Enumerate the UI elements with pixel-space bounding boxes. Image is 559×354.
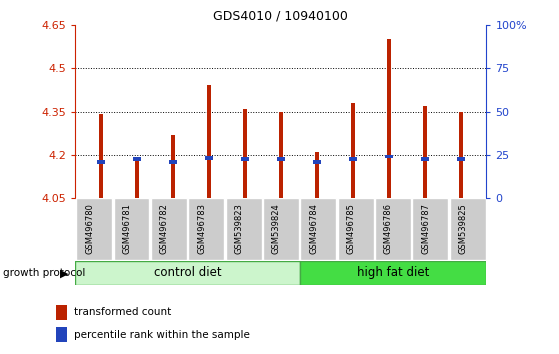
Text: GSM539824: GSM539824 xyxy=(272,203,281,254)
Bar xyxy=(459,112,463,198)
Bar xyxy=(75,261,300,285)
Text: growth protocol: growth protocol xyxy=(3,268,85,278)
Text: GSM496782: GSM496782 xyxy=(160,203,169,254)
Bar xyxy=(375,198,411,260)
Bar xyxy=(413,198,448,260)
Bar xyxy=(263,198,299,260)
Bar xyxy=(349,158,357,161)
Bar xyxy=(133,158,141,161)
Bar xyxy=(243,109,247,198)
Bar xyxy=(387,39,391,198)
Text: transformed count: transformed count xyxy=(74,307,171,317)
Bar xyxy=(300,261,486,285)
Text: GSM496784: GSM496784 xyxy=(309,203,318,254)
Bar xyxy=(169,160,177,164)
Bar xyxy=(279,112,283,198)
Bar xyxy=(56,305,67,320)
Bar xyxy=(135,158,139,198)
Bar xyxy=(56,327,67,342)
Bar xyxy=(113,198,149,260)
Bar xyxy=(205,156,213,160)
Bar xyxy=(338,198,373,260)
Bar xyxy=(315,152,319,198)
Bar xyxy=(207,86,211,198)
Text: high fat diet: high fat diet xyxy=(357,267,429,279)
Bar xyxy=(76,198,112,260)
Bar xyxy=(241,158,249,161)
Text: GSM539825: GSM539825 xyxy=(458,203,468,254)
Bar xyxy=(385,155,393,158)
Text: GSM496783: GSM496783 xyxy=(197,203,206,254)
Bar xyxy=(97,160,105,164)
Bar xyxy=(226,198,262,260)
Bar xyxy=(449,198,486,260)
Bar xyxy=(170,135,175,198)
Bar xyxy=(421,158,429,161)
Bar xyxy=(313,160,321,164)
Text: percentile rank within the sample: percentile rank within the sample xyxy=(74,330,250,339)
Text: GSM496786: GSM496786 xyxy=(384,203,393,254)
Text: GSM496787: GSM496787 xyxy=(421,203,430,254)
Text: control diet: control diet xyxy=(154,267,221,279)
Title: GDS4010 / 10940100: GDS4010 / 10940100 xyxy=(214,9,348,22)
Bar xyxy=(457,158,465,161)
Text: GSM496780: GSM496780 xyxy=(85,203,94,254)
Bar xyxy=(300,198,336,260)
Bar xyxy=(151,198,187,260)
Bar xyxy=(351,103,355,198)
Bar xyxy=(188,198,224,260)
Bar xyxy=(423,106,427,198)
Text: ▶: ▶ xyxy=(60,268,69,278)
Text: GSM496781: GSM496781 xyxy=(122,203,131,254)
Bar xyxy=(277,158,285,161)
Text: GSM539823: GSM539823 xyxy=(235,203,244,254)
Bar xyxy=(98,114,103,198)
Text: GSM496785: GSM496785 xyxy=(347,203,356,254)
